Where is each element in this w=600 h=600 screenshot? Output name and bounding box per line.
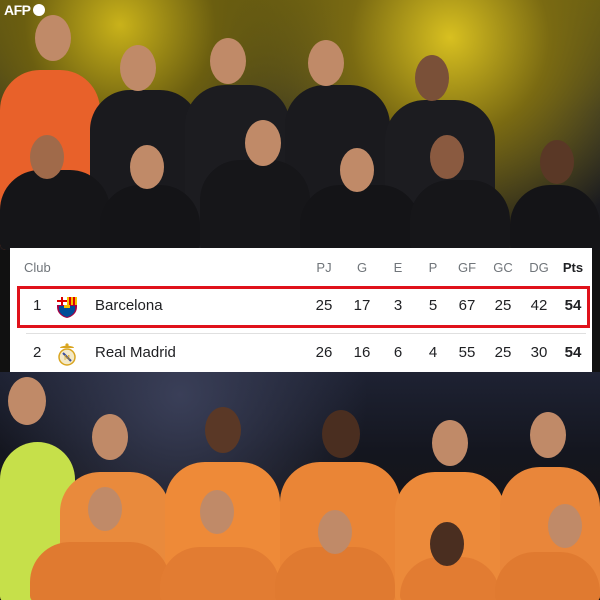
pj-value: 26 <box>315 344 333 361</box>
header-gc: GC <box>493 260 513 275</box>
gf-value: 67 <box>458 297 476 314</box>
svg-text:M: M <box>64 354 70 362</box>
e-value: 3 <box>393 297 403 314</box>
fc-barcelona-crest-icon <box>57 297 77 318</box>
afp-watermark: AFP <box>4 2 45 18</box>
gf-value: 55 <box>458 344 476 361</box>
header-club: Club <box>24 260 51 275</box>
barcelona-team-photo <box>0 0 600 250</box>
pts-value: 54 <box>564 297 582 314</box>
g-value: 16 <box>353 344 371 361</box>
afp-dot-icon <box>32 4 45 16</box>
pts-value: 54 <box>564 344 582 361</box>
pj-value: 25 <box>315 297 333 314</box>
real-madrid-team-photo <box>0 372 600 600</box>
header-p: P <box>428 260 438 275</box>
header-pj: PJ <box>316 260 332 275</box>
club-name: Real Madrid <box>95 344 176 361</box>
real-madrid-crest-icon: M <box>58 343 76 366</box>
e-value: 6 <box>393 344 403 361</box>
table-row[interactable]: 2 M Real Madrid 26 16 6 4 55 25 30 54 <box>10 334 592 372</box>
header-e: E <box>393 260 403 275</box>
dg-value: 30 <box>530 344 548 361</box>
header-gf: GF <box>457 260 477 275</box>
row-divider <box>26 333 586 334</box>
highlight-box <box>17 286 590 328</box>
p-value: 4 <box>428 344 438 361</box>
rank: 1 <box>33 297 42 314</box>
gc-value: 25 <box>494 344 512 361</box>
p-value: 5 <box>428 297 438 314</box>
g-value: 17 <box>353 297 371 314</box>
table-row[interactable]: 1 Barcelona 25 17 3 5 67 25 42 54 <box>10 287 592 325</box>
standings-table: Club PJ G E P GF GC DG Pts 1 Barcelona 2… <box>10 248 592 372</box>
club-name: Barcelona <box>95 297 163 314</box>
header-dg: DG <box>529 260 549 275</box>
header-g: G <box>356 260 368 275</box>
gc-value: 25 <box>494 297 512 314</box>
rank: 2 <box>33 344 42 361</box>
header-pts: Pts <box>562 260 584 275</box>
dg-value: 42 <box>530 297 548 314</box>
